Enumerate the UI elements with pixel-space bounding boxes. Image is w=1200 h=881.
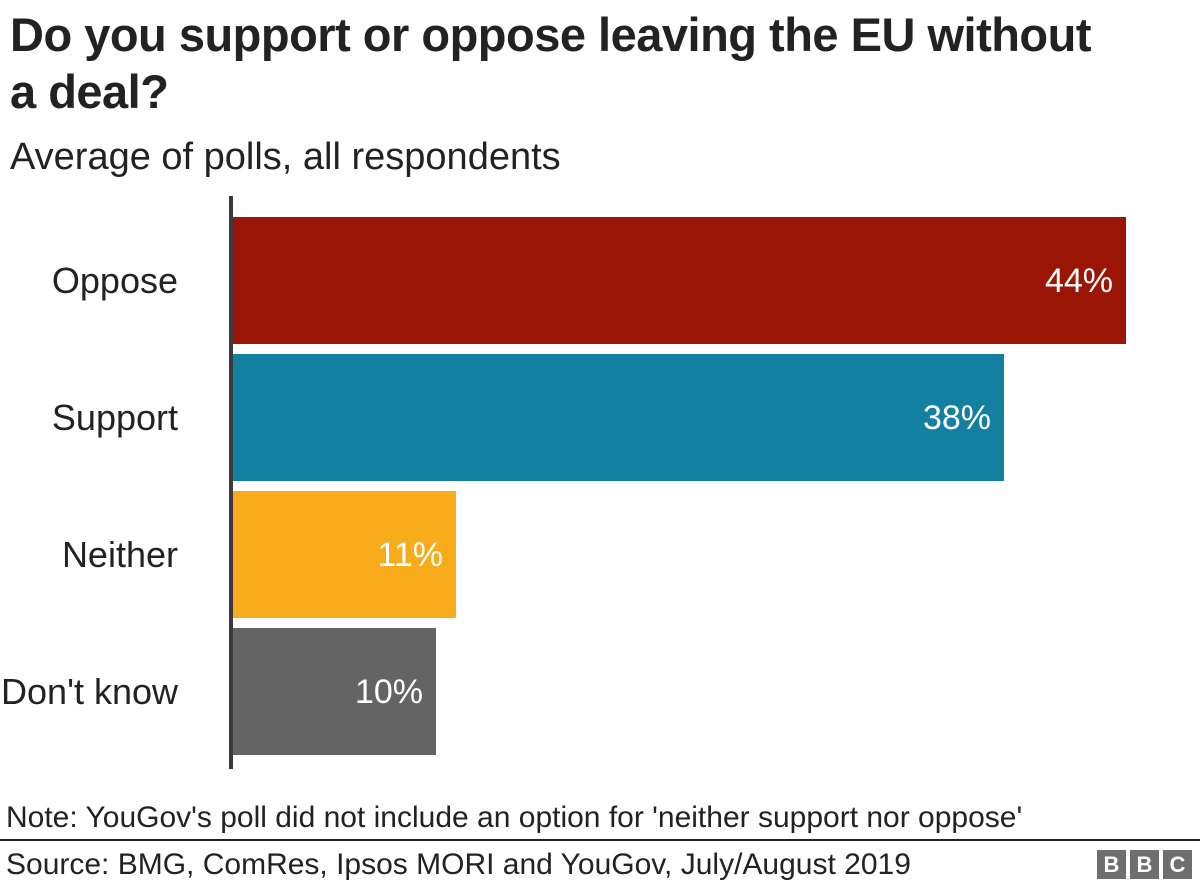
bar-area: 44% [233, 217, 1200, 344]
bar-area: 38% [233, 354, 1200, 481]
bar-oppose: 44% [233, 217, 1126, 344]
bar-support: 38% [233, 354, 1004, 481]
bar-area: 10% [233, 628, 1200, 755]
page-title: Do you support or oppose leaving the EU … [10, 8, 1092, 118]
value-label-neither: 11% [377, 535, 443, 574]
chart-header: Do you support or oppose leaving the EU … [0, 0, 1200, 177]
bar-chart: Oppose 44% Support 38% Neither 11% Don't know 1… [0, 196, 1200, 769]
bbc-logo-letter: B [1130, 850, 1159, 879]
value-label-support: 38% [922, 398, 991, 437]
y-axis-line [229, 196, 233, 769]
bar-row-support: Support 38% [0, 354, 1200, 481]
bar-row-oppose: Oppose 44% [0, 217, 1200, 344]
footer-divider [0, 839, 1200, 841]
bbc-logo-letter: B [1097, 850, 1126, 879]
bar-area: 11% [233, 491, 1200, 618]
value-label-oppose: 44% [1044, 261, 1113, 300]
category-label-oppose: Oppose [51, 259, 178, 301]
bbc-logo-letter: C [1163, 850, 1192, 879]
category-label-support: Support [51, 396, 178, 438]
footer: Source: BMG, ComRes, Ipsos MORI and YouG… [0, 841, 1200, 881]
source-text: Source: BMG, ComRes, Ipsos MORI and YouG… [6, 848, 911, 881]
bar-row-neither: Neither 11% [0, 491, 1200, 618]
bar-rows: Oppose 44% Support 38% Neither 11% Don't know 1… [0, 196, 1200, 755]
bbc-logo: B B C [1097, 850, 1192, 879]
page-subtitle: Average of polls, all respondents [10, 136, 561, 178]
bar-don-t-know: 10% [233, 628, 436, 755]
value-label-don-t-know: 10% [354, 672, 423, 711]
bar-row-don-t-know: Don't know 10% [0, 628, 1200, 755]
category-label-don-t-know: Don't know [1, 670, 178, 712]
bar-neither: 11% [233, 491, 456, 618]
category-label-neither: Neither [61, 533, 178, 575]
note-text: Note: YouGov's poll did not include an o… [6, 801, 1023, 834]
